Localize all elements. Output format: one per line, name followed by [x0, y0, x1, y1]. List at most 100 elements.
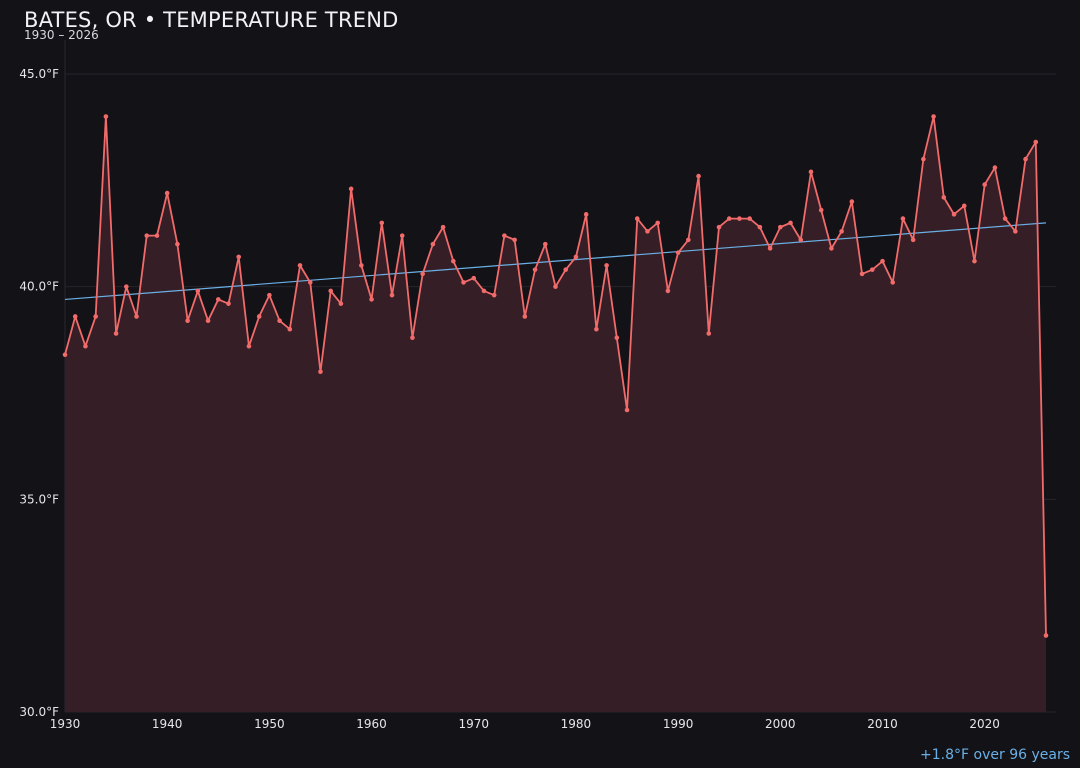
x-tick-label: 1980	[561, 717, 592, 731]
data-point	[655, 220, 660, 226]
trend-summary: +1.8°F over 96 years	[920, 747, 1070, 763]
data-point	[910, 237, 916, 243]
data-point	[297, 263, 303, 268]
data-point	[778, 224, 783, 230]
data-point	[205, 318, 211, 323]
data-point	[829, 246, 834, 251]
data-point	[338, 301, 344, 306]
data-point	[941, 195, 947, 200]
data-point	[502, 233, 507, 238]
data-point	[604, 263, 609, 268]
data-point	[982, 182, 987, 187]
data-point	[634, 216, 640, 221]
data-point	[951, 212, 957, 217]
data-point	[726, 216, 732, 221]
data-point	[195, 288, 201, 294]
data-point	[277, 318, 282, 323]
data-point	[880, 258, 885, 264]
data-point	[532, 267, 538, 272]
data-point	[379, 220, 385, 226]
data-point	[716, 224, 722, 230]
data-point	[256, 314, 262, 319]
data-point	[124, 284, 129, 289]
y-tick-label: 30.0°F	[19, 705, 59, 719]
data-point	[420, 271, 425, 277]
data-point	[267, 292, 272, 298]
data-point	[583, 212, 589, 217]
x-tick-label: 1950	[254, 717, 285, 731]
data-point	[430, 241, 436, 247]
area-fill	[65, 116, 1046, 712]
data-point	[747, 216, 752, 221]
data-point	[737, 216, 742, 221]
data-point	[992, 165, 998, 170]
data-point	[849, 199, 855, 204]
data-point	[491, 292, 497, 298]
data-point	[553, 284, 558, 289]
data-point	[389, 292, 395, 298]
data-point	[359, 263, 364, 268]
data-point	[103, 114, 109, 119]
data-point	[185, 318, 190, 323]
data-point	[410, 335, 415, 341]
data-point	[890, 280, 896, 285]
data-point	[83, 343, 88, 349]
x-tick-label: 1930	[50, 717, 81, 731]
x-tick-label: 1940	[152, 717, 183, 731]
data-point	[307, 280, 313, 285]
chart-subtitle: 1930 – 2026	[24, 28, 99, 42]
data-point	[706, 331, 712, 336]
data-point	[471, 275, 477, 281]
y-tick-label: 45.0°F	[19, 67, 59, 81]
data-point	[318, 369, 323, 375]
data-point	[563, 267, 569, 272]
y-tick-label: 35.0°F	[19, 492, 59, 506]
data-point	[931, 114, 936, 119]
x-tick-label: 1990	[663, 717, 694, 731]
data-point	[1023, 156, 1028, 162]
data-point	[921, 156, 926, 162]
data-point	[1002, 216, 1008, 221]
data-point	[614, 335, 620, 341]
data-point	[215, 297, 221, 302]
data-point	[144, 233, 150, 238]
data-point	[675, 250, 681, 255]
x-tick-label: 2010	[867, 717, 898, 731]
data-point	[72, 314, 78, 319]
data-point	[818, 207, 824, 213]
data-point	[154, 233, 160, 238]
data-point	[624, 407, 630, 413]
data-point	[369, 297, 374, 302]
data-point	[236, 254, 242, 260]
data-point	[686, 237, 691, 243]
data-point	[573, 254, 579, 260]
data-point	[972, 258, 977, 264]
data-point	[757, 224, 763, 230]
data-point	[1043, 633, 1049, 638]
data-point	[348, 186, 354, 192]
data-point	[512, 237, 517, 243]
x-tick-label: 1970	[458, 717, 489, 731]
data-point	[859, 271, 865, 277]
x-tick-label: 2020	[969, 717, 1000, 731]
data-point	[839, 229, 844, 234]
x-tick-label: 2000	[765, 717, 796, 731]
data-point	[226, 301, 231, 306]
data-point	[399, 233, 405, 238]
data-point	[961, 203, 967, 209]
data-point	[1033, 139, 1039, 145]
chart-title: BATES, OR • TEMPERATURE TREND	[24, 8, 399, 32]
data-point	[440, 224, 446, 230]
data-point	[767, 246, 773, 251]
data-point	[665, 288, 671, 294]
data-point	[808, 169, 814, 175]
data-point	[93, 314, 98, 319]
data-point	[451, 258, 456, 264]
trend-line	[64, 222, 1047, 301]
data-point	[246, 343, 252, 349]
data-point	[481, 288, 487, 294]
data-point	[62, 352, 68, 358]
data-point	[594, 326, 599, 332]
data-point	[522, 314, 528, 319]
